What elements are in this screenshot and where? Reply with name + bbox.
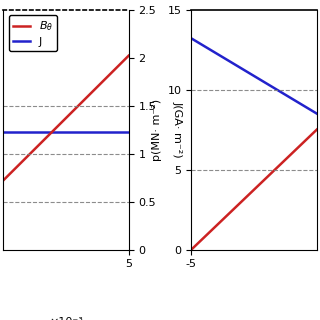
Text: ×10⁻³: ×10⁻³ xyxy=(49,317,83,320)
Legend: $B_\theta$, J: $B_\theta$, J xyxy=(9,15,57,51)
Y-axis label: J(GA· m⁻²): J(GA· m⁻²) xyxy=(173,101,183,158)
Y-axis label: p(MN· m⁻²): p(MN· m⁻²) xyxy=(152,99,162,161)
